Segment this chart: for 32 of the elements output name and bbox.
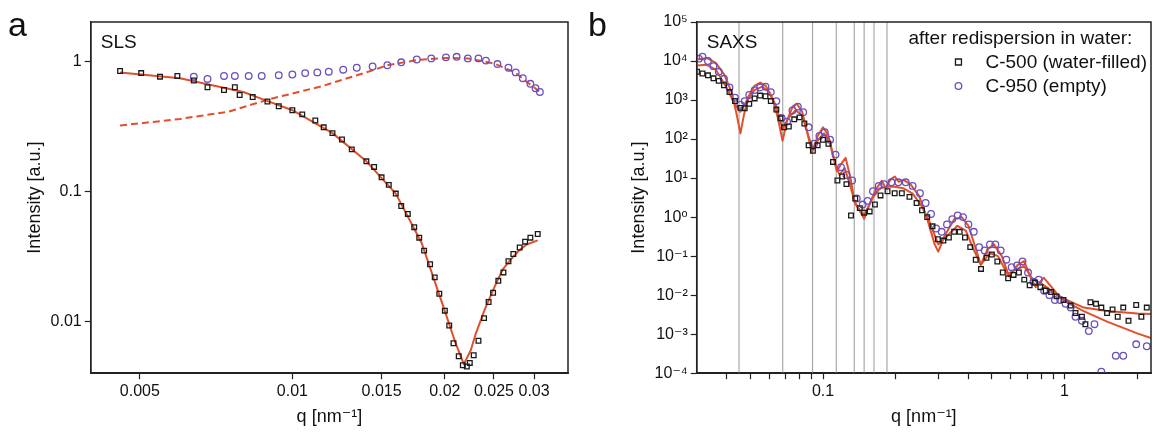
y-tick-label: 10³	[664, 90, 689, 108]
y-tick-label: 10⁻³	[656, 324, 689, 342]
y-tick-label: 10⁰	[663, 207, 688, 225]
legend-title: after redispersion in water:	[908, 27, 1133, 48]
x-axis-title: q [nm⁻¹]	[891, 406, 957, 427]
text: a	[8, 5, 27, 43]
chart-title: SAXS	[706, 31, 758, 52]
y-tick-label: 0.1	[59, 181, 82, 199]
y-tick-label: 10¹	[664, 168, 688, 186]
y-tick-label: 10²	[664, 129, 689, 147]
x-tick-label: 0.015	[361, 382, 402, 400]
x-tick-label: 0.1	[811, 382, 835, 400]
legend-label: C-950 (empty)	[985, 75, 1107, 96]
x-tick-label: 0.025	[473, 382, 515, 400]
y-tick-label: 10⁵	[663, 12, 688, 30]
y-tick-label: 10⁻⁴	[654, 363, 688, 381]
text: b	[588, 5, 607, 43]
y-tick-label: 0.01	[50, 311, 82, 329]
text: SLS	[100, 31, 137, 52]
x-axis-title: q [nm⁻¹]	[296, 406, 363, 427]
y-tick-label: 1	[72, 51, 82, 69]
x-tick-label: 0.02	[429, 382, 461, 400]
y-tick-label: 10⁻¹	[656, 246, 688, 264]
y-tick-label: 10⁴	[663, 51, 688, 69]
x-tick-label: 0.03	[518, 382, 550, 400]
x-tick-label: 0.01	[276, 382, 309, 400]
y-axis-title: Intensity [a.u.]	[627, 141, 648, 254]
y-tick-label: 10⁻²	[656, 285, 689, 303]
x-tick-label: 0.005	[119, 382, 160, 400]
x-tick-label: 1	[1060, 382, 1070, 400]
legend-label: C-500 (water-filled)	[985, 51, 1147, 72]
y-axis-title: Intensity [a.u.]	[23, 141, 44, 254]
